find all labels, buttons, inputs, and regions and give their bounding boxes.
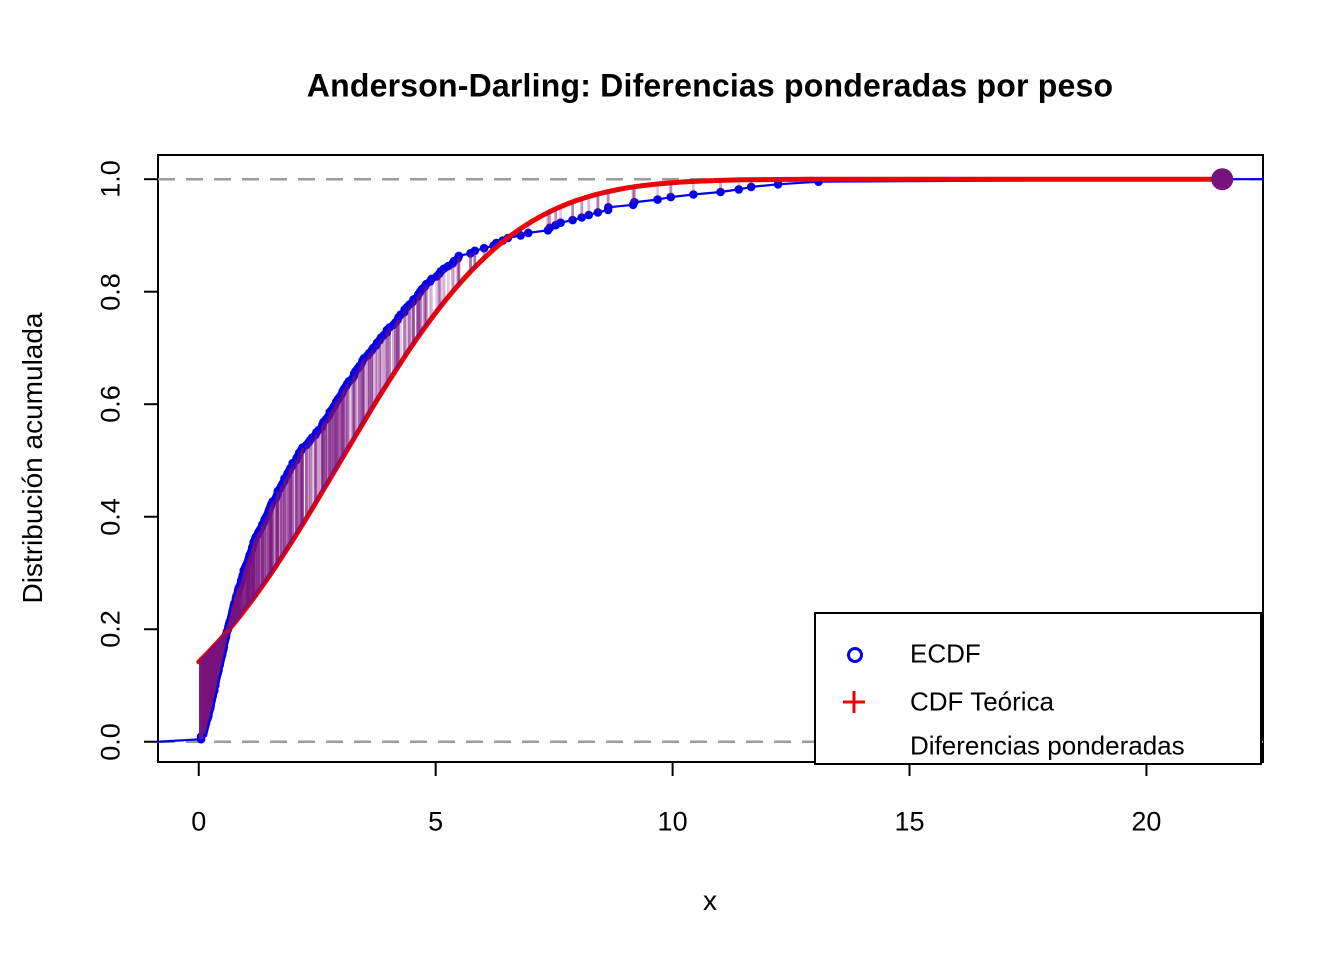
legend-label-ecdf: ECDF: [910, 638, 981, 669]
x-tick-label: 0: [191, 806, 207, 837]
y-axis-label: Distribución acumulada: [17, 312, 48, 604]
plus-icon: [841, 689, 867, 715]
y-tick-label: 0.2: [95, 610, 126, 649]
legend-box: ECDF CDF Teórica Diferencias ponderadas: [814, 612, 1262, 765]
y-tick-label: 0.0: [95, 722, 126, 761]
thick-line-icon: [823, 742, 885, 750]
legend-label-cdf: CDF Teórica: [910, 686, 1055, 717]
y-tick-label: 1.0: [95, 160, 126, 198]
x-axis-label: x: [703, 885, 717, 916]
open-circle-icon: [847, 647, 863, 663]
y-tick-label: 0.6: [95, 385, 126, 423]
y-tick-label: 0.8: [95, 272, 126, 311]
x-tick-label: 5: [428, 806, 444, 837]
x-tick-label: 10: [657, 806, 688, 837]
y-tick-label: 0.4: [95, 497, 126, 536]
chart-title: Anderson-Darling: Diferencias ponderadas…: [306, 67, 1114, 104]
legend-label-differences: Diferencias ponderadas: [910, 730, 1185, 761]
x-tick-label: 20: [1131, 806, 1162, 837]
x-tick-label: 15: [894, 806, 925, 837]
